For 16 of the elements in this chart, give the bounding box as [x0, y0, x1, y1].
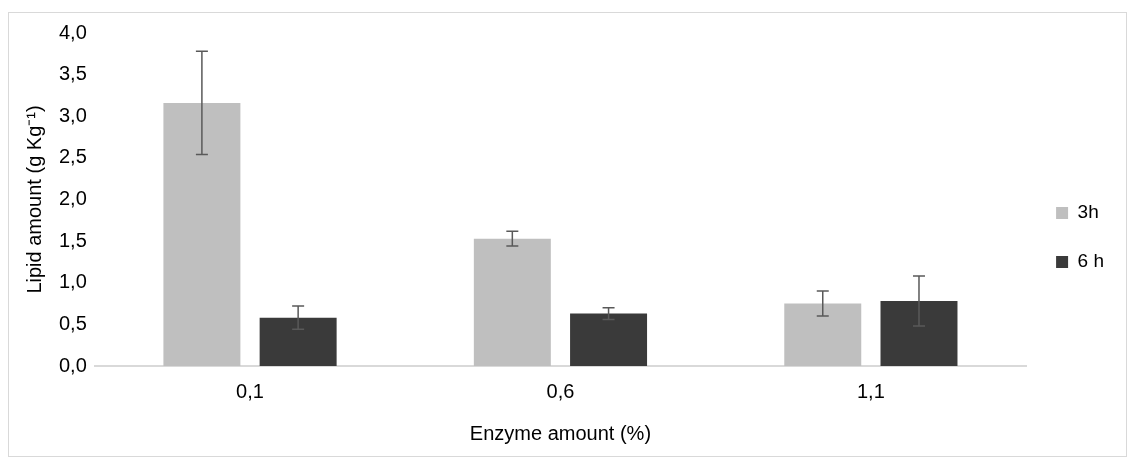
legend-label: 6 h	[1077, 250, 1105, 272]
y-tick-label: 2,5	[58, 145, 87, 168]
legend-label: 3h	[1077, 201, 1099, 223]
y-tick-label: 1,0	[58, 270, 87, 293]
y-tick-label: 0,5	[58, 311, 87, 334]
y-tick-label: 3,0	[58, 103, 87, 126]
y-tick-label: 3,5	[58, 62, 87, 85]
y-tick-label: 4,0	[58, 20, 87, 43]
x-axis-title: Enzyme amount (%)	[469, 421, 652, 444]
y-axis-title: Lipid amount (g Kg⁻¹)	[22, 105, 45, 294]
y-tick-label: 1,5	[58, 228, 87, 251]
x-tick-label: 0,1	[236, 379, 264, 402]
y-tick-label: 0,0	[58, 353, 87, 376]
y-tick-label: 2,0	[58, 187, 87, 210]
x-tick-label: 1,1	[856, 379, 885, 402]
x-tick-label: 0,6	[546, 379, 575, 402]
